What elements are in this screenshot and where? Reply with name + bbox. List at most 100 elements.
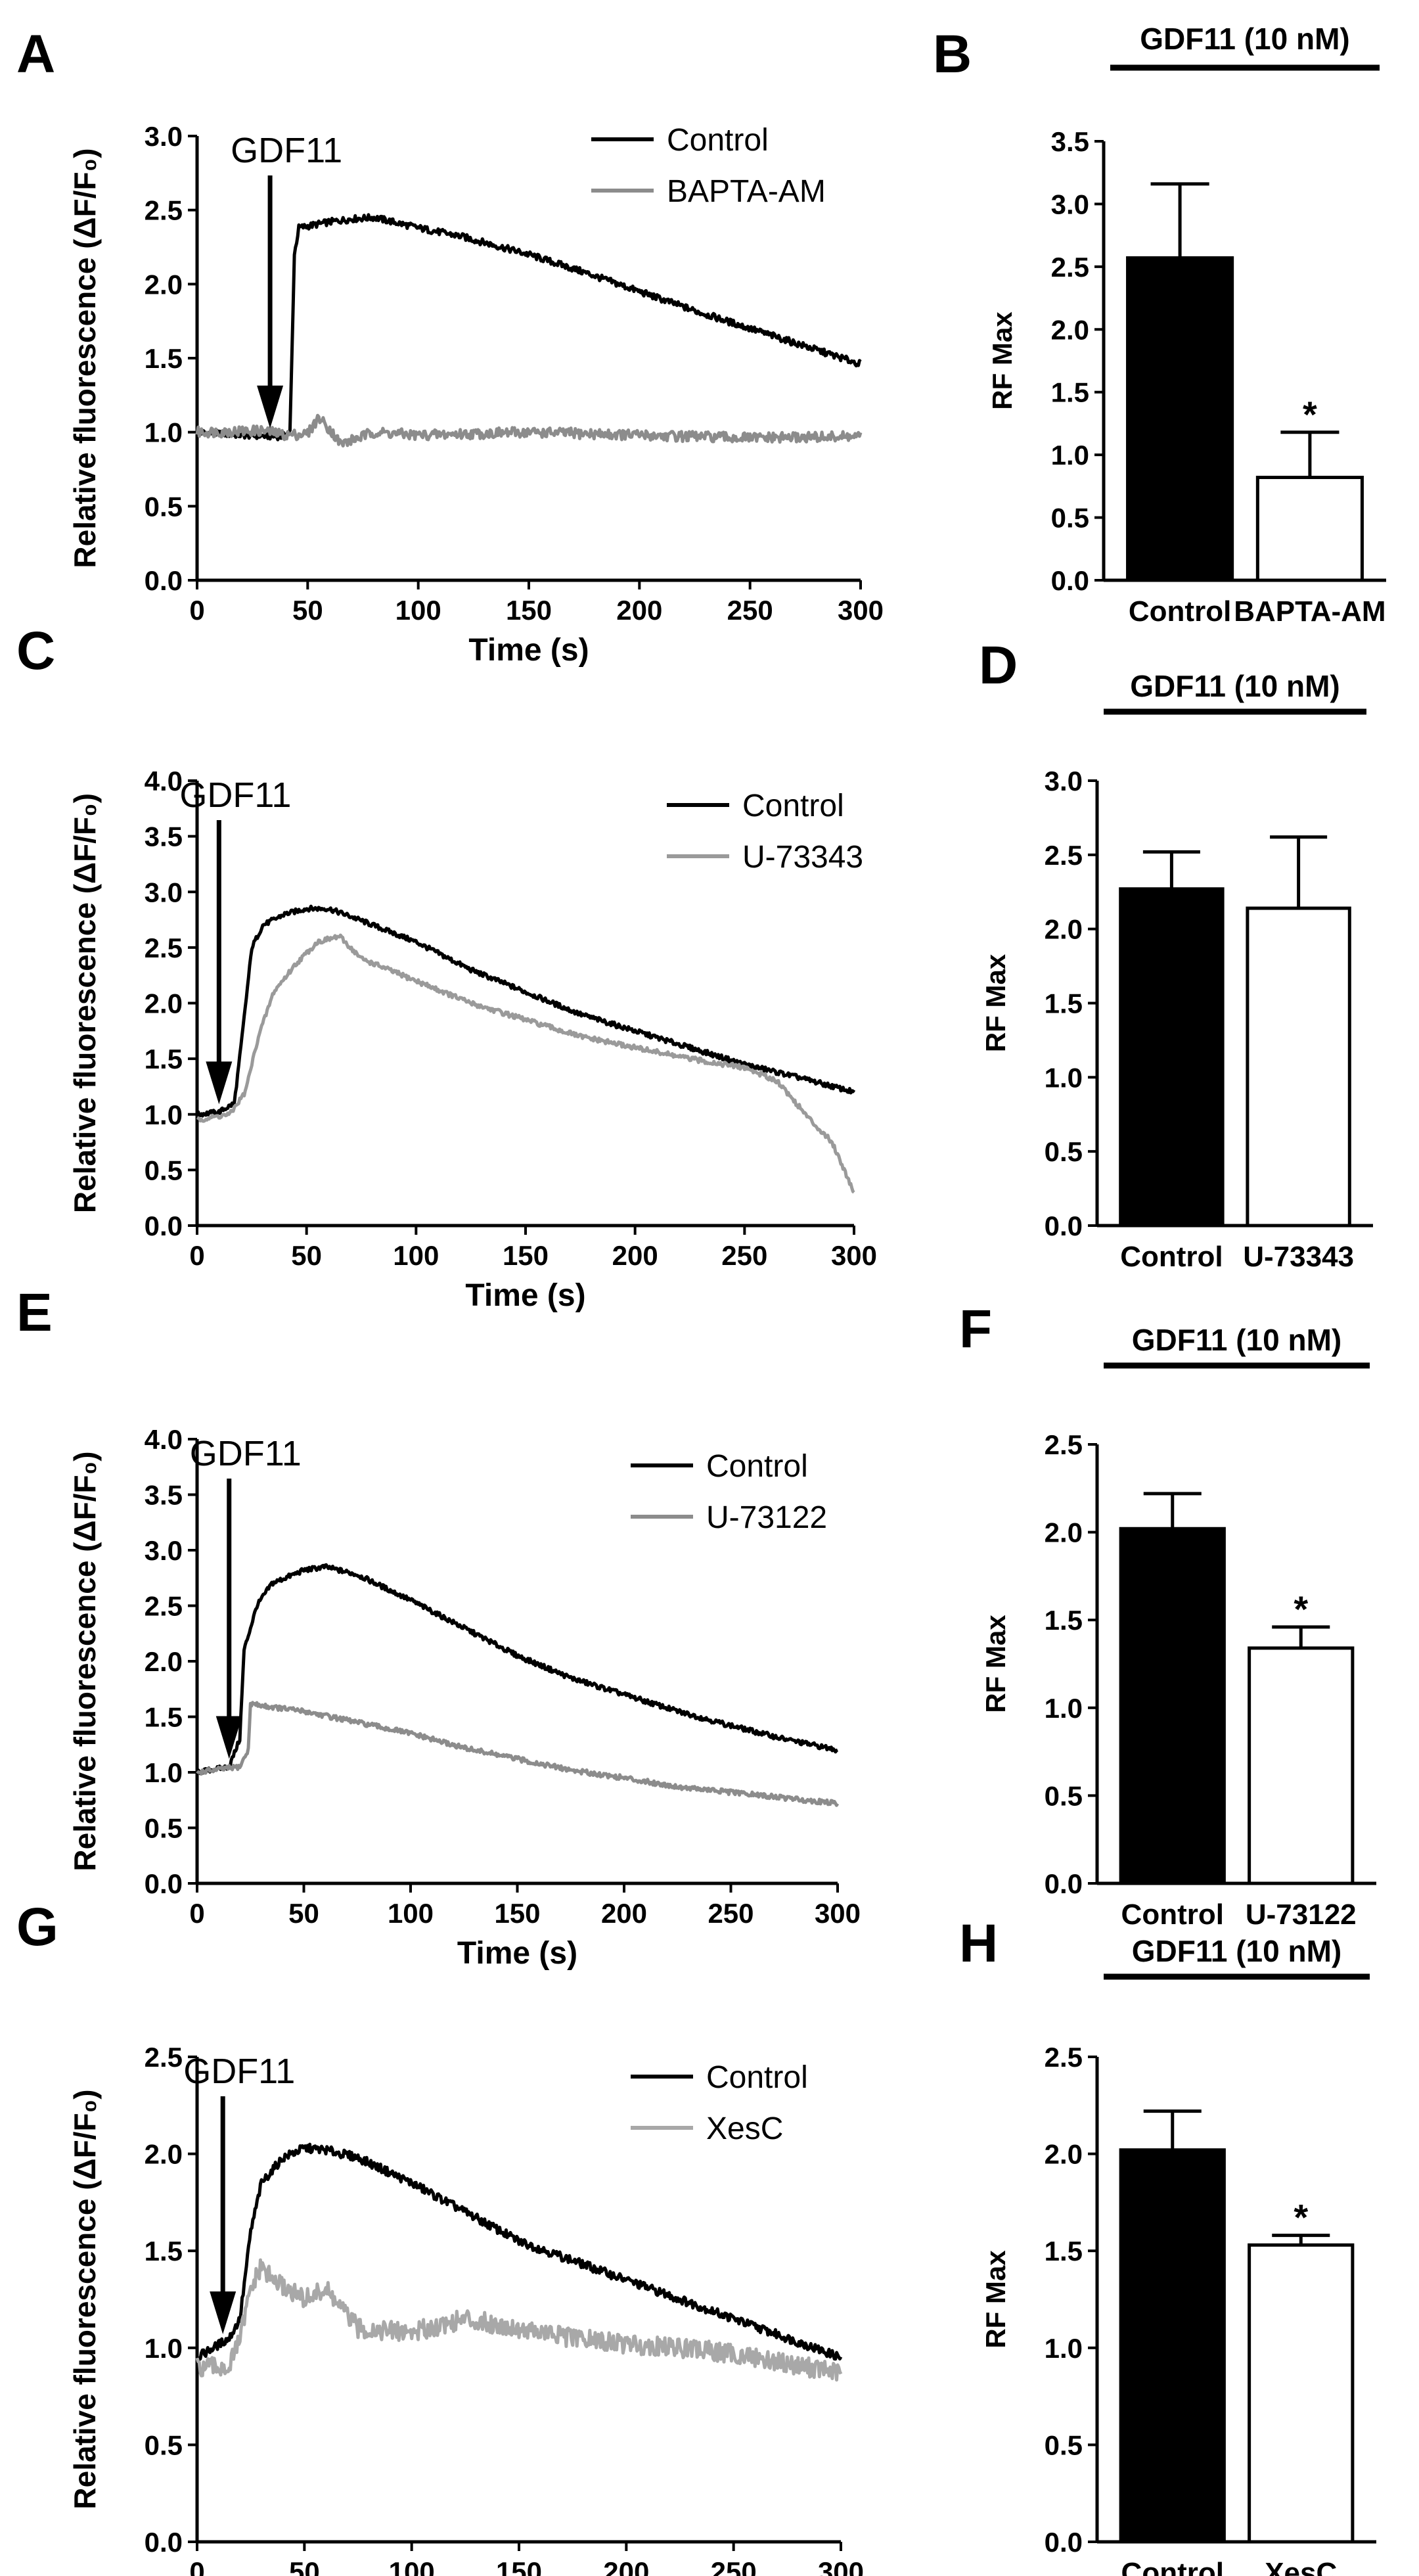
y-axis-label: Relative fluorescence (ΔF/F₀) — [68, 793, 102, 1213]
y-tick-label: 2.5 — [1045, 2042, 1083, 2073]
significance-marker: * — [1294, 1588, 1308, 1630]
panel-c: C 0.0 0.5 1.0 1.5 2.0 2.5 3.0 3.5 4.0 0 50 100 150 200… — [16, 621, 877, 1313]
x-tick-label: 250 — [711, 2556, 757, 2576]
y-tick-label: 1.0 — [1045, 1062, 1083, 1093]
x-tick-label: 250 — [721, 1240, 767, 1271]
series-line-u-73122 — [196, 1701, 840, 1807]
series-line-control — [196, 1563, 839, 1776]
x-axis-label: Time (s) — [468, 633, 589, 668]
y-tick-label: 1.0 — [1045, 1693, 1083, 1724]
y-tick-label: 1.5 — [1051, 377, 1089, 408]
annotation-arrow-head — [206, 1061, 233, 1105]
y-tick-label: 1.0 — [145, 417, 183, 448]
y-tick-label: 3.0 — [145, 877, 183, 908]
x-tick-label: 50 — [288, 1898, 319, 1929]
panel-a: A 0.0 0.5 1.0 1.5 2.0 2.5 3.0 0 50 100 150 200 250 300… — [16, 24, 884, 668]
bar-control — [1119, 2148, 1226, 2544]
x-tick-label: 100 — [388, 1898, 434, 1929]
y-tick-label: 0.0 — [145, 565, 183, 596]
x-tick-label: 100 — [395, 595, 441, 626]
y-tick-label: 1.0 — [145, 2333, 183, 2364]
y-tick-label: 1.0 — [1045, 2333, 1083, 2364]
y-tick-label: 0.5 — [145, 2429, 183, 2460]
y-tick-label: 0.5 — [1051, 503, 1089, 534]
y-tick-label: 2.0 — [145, 988, 183, 1019]
y-tick-label: 0.5 — [1045, 1136, 1083, 1167]
annotation-label: GDF11 — [179, 775, 291, 815]
panel-letter: H — [959, 1914, 998, 1973]
category-label: Control — [1121, 2557, 1224, 2576]
x-tick-label: 200 — [601, 1898, 647, 1929]
y-tick-label: 0.0 — [145, 1868, 183, 1899]
group-title: GDF11 (10 nM) — [1140, 22, 1350, 56]
y-tick-label: 3.0 — [145, 1535, 183, 1566]
x-tick-label: 150 — [506, 595, 552, 626]
category-label: XesC — [1265, 2557, 1337, 2576]
panel-h: H GDF11 (10 nM) 0.0 0.5 1.0 1.5 2.0 2.5 RF Max Co… — [959, 1914, 1376, 2576]
x-tick-label: 300 — [838, 595, 884, 626]
annotation-label: GDF11 — [231, 131, 342, 170]
y-tick-label: 1.0 — [145, 1757, 183, 1788]
y-tick-label: 2.0 — [1045, 2139, 1083, 2170]
series-line-u-73343 — [196, 933, 855, 1194]
x-tick-label: 50 — [289, 2556, 320, 2576]
y-tick-label: 1.5 — [145, 1702, 183, 1733]
x-tick-label: 0 — [189, 1898, 204, 1929]
y-tick-label: 1.0 — [1051, 440, 1089, 471]
y-tick-label: 0.0 — [1051, 565, 1089, 596]
bar-control — [1126, 256, 1234, 582]
panel-letter: G — [16, 1897, 58, 1957]
category-label: BAPTA-AM — [1234, 595, 1385, 628]
y-tick-label: 0.5 — [145, 1813, 183, 1844]
legend-label: XesC — [706, 2111, 783, 2146]
group-title: GDF11 (10 nM) — [1130, 669, 1340, 703]
y-tick-label: 3.5 — [1051, 126, 1089, 157]
bar-u-73122 — [1248, 1646, 1355, 1885]
x-tick-label: 50 — [292, 595, 323, 626]
panel-f: F GDF11 (10 nM) 0.0 0.5 1.0 1.5 2.0 2.5 RF Max Co… — [959, 1299, 1376, 1931]
series-line-control — [195, 904, 856, 1118]
legend-label: Control — [706, 1449, 808, 1484]
panel-letter: A — [16, 24, 55, 84]
y-axis-label: RF Max — [987, 311, 1018, 410]
significance-marker: * — [1303, 394, 1317, 435]
legend-label: U-73122 — [706, 1500, 827, 1535]
y-axis-label: RF Max — [980, 1615, 1011, 1713]
bar-control — [1119, 1527, 1226, 1885]
y-tick-label: 2.0 — [1051, 314, 1089, 345]
y-tick-label: 1.5 — [145, 1044, 183, 1074]
y-tick-label: 0.5 — [145, 491, 183, 522]
y-tick-label: 2.5 — [1045, 840, 1083, 871]
y-axis-label: RF Max — [980, 2250, 1011, 2349]
y-tick-label: 2.5 — [145, 932, 183, 963]
y-tick-label: 1.0 — [145, 1099, 183, 1130]
x-axis-label: Time (s) — [457, 1936, 577, 1971]
y-tick-label: 2.0 — [1045, 1517, 1083, 1548]
y-tick-label: 0.5 — [1045, 1780, 1083, 1811]
x-tick-label: 100 — [389, 2556, 435, 2576]
significance-marker: * — [1294, 2197, 1308, 2238]
annotation-arrow-head — [215, 1716, 242, 1759]
y-tick-label: 2.0 — [145, 2139, 183, 2170]
x-tick-label: 150 — [503, 1240, 549, 1271]
y-tick-label: 4.0 — [145, 1424, 183, 1455]
x-tick-label: 250 — [727, 595, 773, 626]
legend-label: BAPTA-AM — [667, 174, 826, 209]
panel-letter: F — [959, 1299, 992, 1359]
legend-label: Control — [706, 2060, 808, 2095]
annotation-label: GDF11 — [190, 1434, 302, 1473]
y-axis-label: Relative fluorescence (ΔF/F₀) — [68, 148, 102, 568]
category-label: Control — [1129, 595, 1231, 628]
x-tick-label: 200 — [612, 1240, 658, 1271]
x-tick-label: 0 — [189, 595, 204, 626]
y-axis-label: RF Max — [980, 954, 1011, 1052]
y-tick-label: 3.0 — [145, 121, 183, 152]
group-title: GDF11 (10 nM) — [1132, 1323, 1342, 1357]
y-tick-label: 0.5 — [1045, 2429, 1083, 2460]
x-tick-label: 0 — [189, 2556, 204, 2576]
x-tick-label: 50 — [291, 1240, 322, 1271]
panel-letter: B — [933, 24, 972, 84]
y-tick-label: 1.5 — [1045, 2236, 1083, 2266]
annotation-label: GDF11 — [183, 2052, 295, 2091]
